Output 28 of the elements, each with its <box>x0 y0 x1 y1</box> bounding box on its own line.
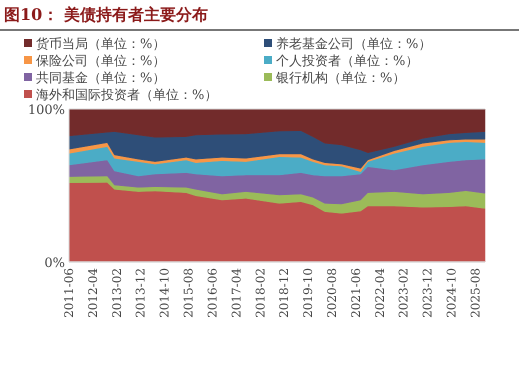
legend-label: 共同基金（单位：%） <box>36 71 166 86</box>
legend-label: 银行机构（单位：%） <box>275 71 406 86</box>
x-tick-label: 2013-02 <box>110 268 124 318</box>
x-tick-label: 2020-08 <box>324 268 339 318</box>
x-tick-label: 2013-12 <box>134 268 148 318</box>
legend-label: 养老基金公司（单位：%） <box>276 36 432 52</box>
legend-label: 个人投资者（单位：%） <box>276 54 418 69</box>
x-tick-label: 2015-08 <box>182 268 196 318</box>
legend-label: 海外和国际投资者（单位：%） <box>36 88 218 103</box>
chart-title: 图10： 美债持有者主要分布 <box>4 5 208 24</box>
x-tick-label: 2012-04 <box>86 268 100 318</box>
legend-label: 货币当局（单位：%） <box>36 37 166 52</box>
x-tick-label: 2021-06 <box>348 268 363 318</box>
y-tick-label: 100% <box>28 103 65 118</box>
x-tick-label: 2016-06 <box>205 268 220 318</box>
x-tick-label: 2018-02 <box>253 268 268 318</box>
x-tick-label: 2022-04 <box>372 268 387 318</box>
y-tick-label: 0% <box>44 256 65 271</box>
x-tick-label: 2011-06 <box>62 268 76 318</box>
x-tick-label: 2019-10 <box>301 268 316 318</box>
x-tick-label: 2023-02 <box>396 268 411 318</box>
x-tick-label: 2024-10 <box>444 268 459 318</box>
x-tick-label: 2014-10 <box>158 268 172 318</box>
x-tick-label: 2018-12 <box>277 268 292 318</box>
x-tick-label: 2023-12 <box>420 268 435 318</box>
legend-label: 保险公司（单位：%） <box>36 54 166 69</box>
x-tick-label: 2025-08 <box>468 268 482 318</box>
x-tick-label: 2017-04 <box>229 268 244 318</box>
